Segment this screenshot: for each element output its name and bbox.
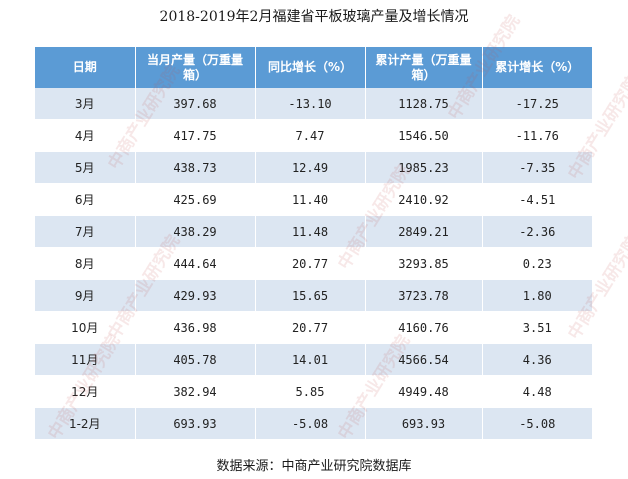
- header-cumulative-output: 累计产量（万重量箱）: [365, 47, 483, 88]
- cell-date: 6月: [35, 183, 136, 216]
- table-row: 1-2月 693.93 -5.08 693.93 -5.08: [35, 407, 592, 440]
- cell-cumulative-growth: 4.36: [482, 343, 592, 376]
- cell-date: 10月: [35, 311, 136, 344]
- cell-date: 11月: [35, 343, 136, 376]
- cell-cumulative-output: 693.93: [365, 407, 483, 440]
- cell-cumulative-growth: -4.51: [482, 183, 592, 216]
- table-row: 6月 425.69 11.40 2410.92 -4.51: [35, 183, 592, 216]
- cell-yoy-growth: 15.65: [255, 279, 366, 312]
- cell-monthly-output: 405.78: [135, 343, 256, 376]
- cell-date: 8月: [35, 247, 136, 280]
- cell-monthly-output: 397.68: [135, 88, 256, 120]
- table-row: 3月 397.68 -13.10 1128.75 -17.25: [35, 88, 592, 120]
- cell-cumulative-growth: 3.51: [482, 311, 592, 344]
- cell-date: 3月: [35, 88, 136, 120]
- cell-date: 4月: [35, 119, 136, 152]
- table-body: 3月 397.68 -13.10 1128.75 -17.25 4月 417.75 7.47 1…: [35, 88, 592, 440]
- cell-yoy-growth: 20.77: [255, 247, 366, 280]
- cell-yoy-growth: -13.10: [255, 88, 366, 120]
- cell-cumulative-growth: -17.25: [482, 88, 592, 120]
- table-row: 9月 429.93 15.65 3723.78 1.80: [35, 279, 592, 312]
- cell-yoy-growth: 11.40: [255, 183, 366, 216]
- table-header: 日期 当月产量（万重量箱） 同比增长（%） 累计产量（万重量箱） 累计增长（%）: [35, 47, 592, 88]
- cell-monthly-output: 429.93: [135, 279, 256, 312]
- cell-cumulative-growth: 0.23: [482, 247, 592, 280]
- cell-date: 7月: [35, 215, 136, 248]
- cell-cumulative-growth: -5.08: [482, 407, 592, 440]
- cell-yoy-growth: 7.47: [255, 119, 366, 152]
- cell-yoy-growth: 5.85: [255, 375, 366, 408]
- cell-cumulative-growth: 1.80: [482, 279, 592, 312]
- cell-cumulative-growth: -2.36: [482, 215, 592, 248]
- header-yoy-growth: 同比增长（%）: [255, 47, 366, 88]
- cell-yoy-growth: 12.49: [255, 151, 366, 184]
- cell-yoy-growth: 20.77: [255, 311, 366, 344]
- data-table-container: 日期 当月产量（万重量箱） 同比增长（%） 累计产量（万重量箱） 累计增长（%）…: [35, 47, 592, 440]
- cell-cumulative-output: 4949.48: [365, 375, 483, 408]
- cell-monthly-output: 438.73: [135, 151, 256, 184]
- table-row: 5月 438.73 12.49 1985.23 -7.35: [35, 151, 592, 184]
- cell-cumulative-growth: -7.35: [482, 151, 592, 184]
- page-title: 2018-2019年2月福建省平板玻璃产量及增长情况: [159, 9, 469, 25]
- header-row: 日期 当月产量（万重量箱） 同比增长（%） 累计产量（万重量箱） 累计增长（%）: [35, 47, 592, 88]
- cell-date: 12月: [35, 375, 136, 408]
- cell-monthly-output: 693.93: [135, 407, 256, 440]
- cell-date: 1-2月: [35, 407, 136, 440]
- table-row: 12月 382.94 5.85 4949.48 4.48: [35, 375, 592, 408]
- data-table: 日期 当月产量（万重量箱） 同比增长（%） 累计产量（万重量箱） 累计增长（%）…: [35, 47, 592, 440]
- cell-yoy-growth: 11.48: [255, 215, 366, 248]
- cell-yoy-growth: -5.08: [255, 407, 366, 440]
- cell-monthly-output: 436.98: [135, 311, 256, 344]
- data-source-note: 数据来源：中商产业研究院数据库: [216, 459, 412, 474]
- cell-monthly-output: 438.29: [135, 215, 256, 248]
- cell-cumulative-output: 2410.92: [365, 183, 483, 216]
- table-row: 7月 438.29 11.48 2849.21 -2.36: [35, 215, 592, 248]
- cell-cumulative-output: 1128.75: [365, 88, 483, 120]
- cell-cumulative-output: 3293.85: [365, 247, 483, 280]
- cell-cumulative-output: 4566.54: [365, 343, 483, 376]
- cell-date: 5月: [35, 151, 136, 184]
- cell-yoy-growth: 14.01: [255, 343, 366, 376]
- cell-monthly-output: 444.64: [135, 247, 256, 280]
- cell-cumulative-output: 2849.21: [365, 215, 483, 248]
- table-row: 8月 444.64 20.77 3293.85 0.23: [35, 247, 592, 280]
- header-monthly-output: 当月产量（万重量箱）: [135, 47, 256, 88]
- cell-cumulative-growth: -11.76: [482, 119, 592, 152]
- cell-monthly-output: 417.75: [135, 119, 256, 152]
- header-date: 日期: [35, 47, 136, 88]
- cell-cumulative-output: 1985.23: [365, 151, 483, 184]
- table-row: 10月 436.98 20.77 4160.76 3.51: [35, 311, 592, 344]
- cell-monthly-output: 425.69: [135, 183, 256, 216]
- cell-monthly-output: 382.94: [135, 375, 256, 408]
- header-cumulative-growth: 累计增长（%）: [482, 47, 592, 88]
- table-row: 11月 405.78 14.01 4566.54 4.36: [35, 343, 592, 376]
- cell-date: 9月: [35, 279, 136, 312]
- cell-cumulative-output: 1546.50: [365, 119, 483, 152]
- cell-cumulative-output: 3723.78: [365, 279, 483, 312]
- cell-cumulative-growth: 4.48: [482, 375, 592, 408]
- cell-cumulative-output: 4160.76: [365, 311, 483, 344]
- table-row: 4月 417.75 7.47 1546.50 -11.76: [35, 119, 592, 152]
